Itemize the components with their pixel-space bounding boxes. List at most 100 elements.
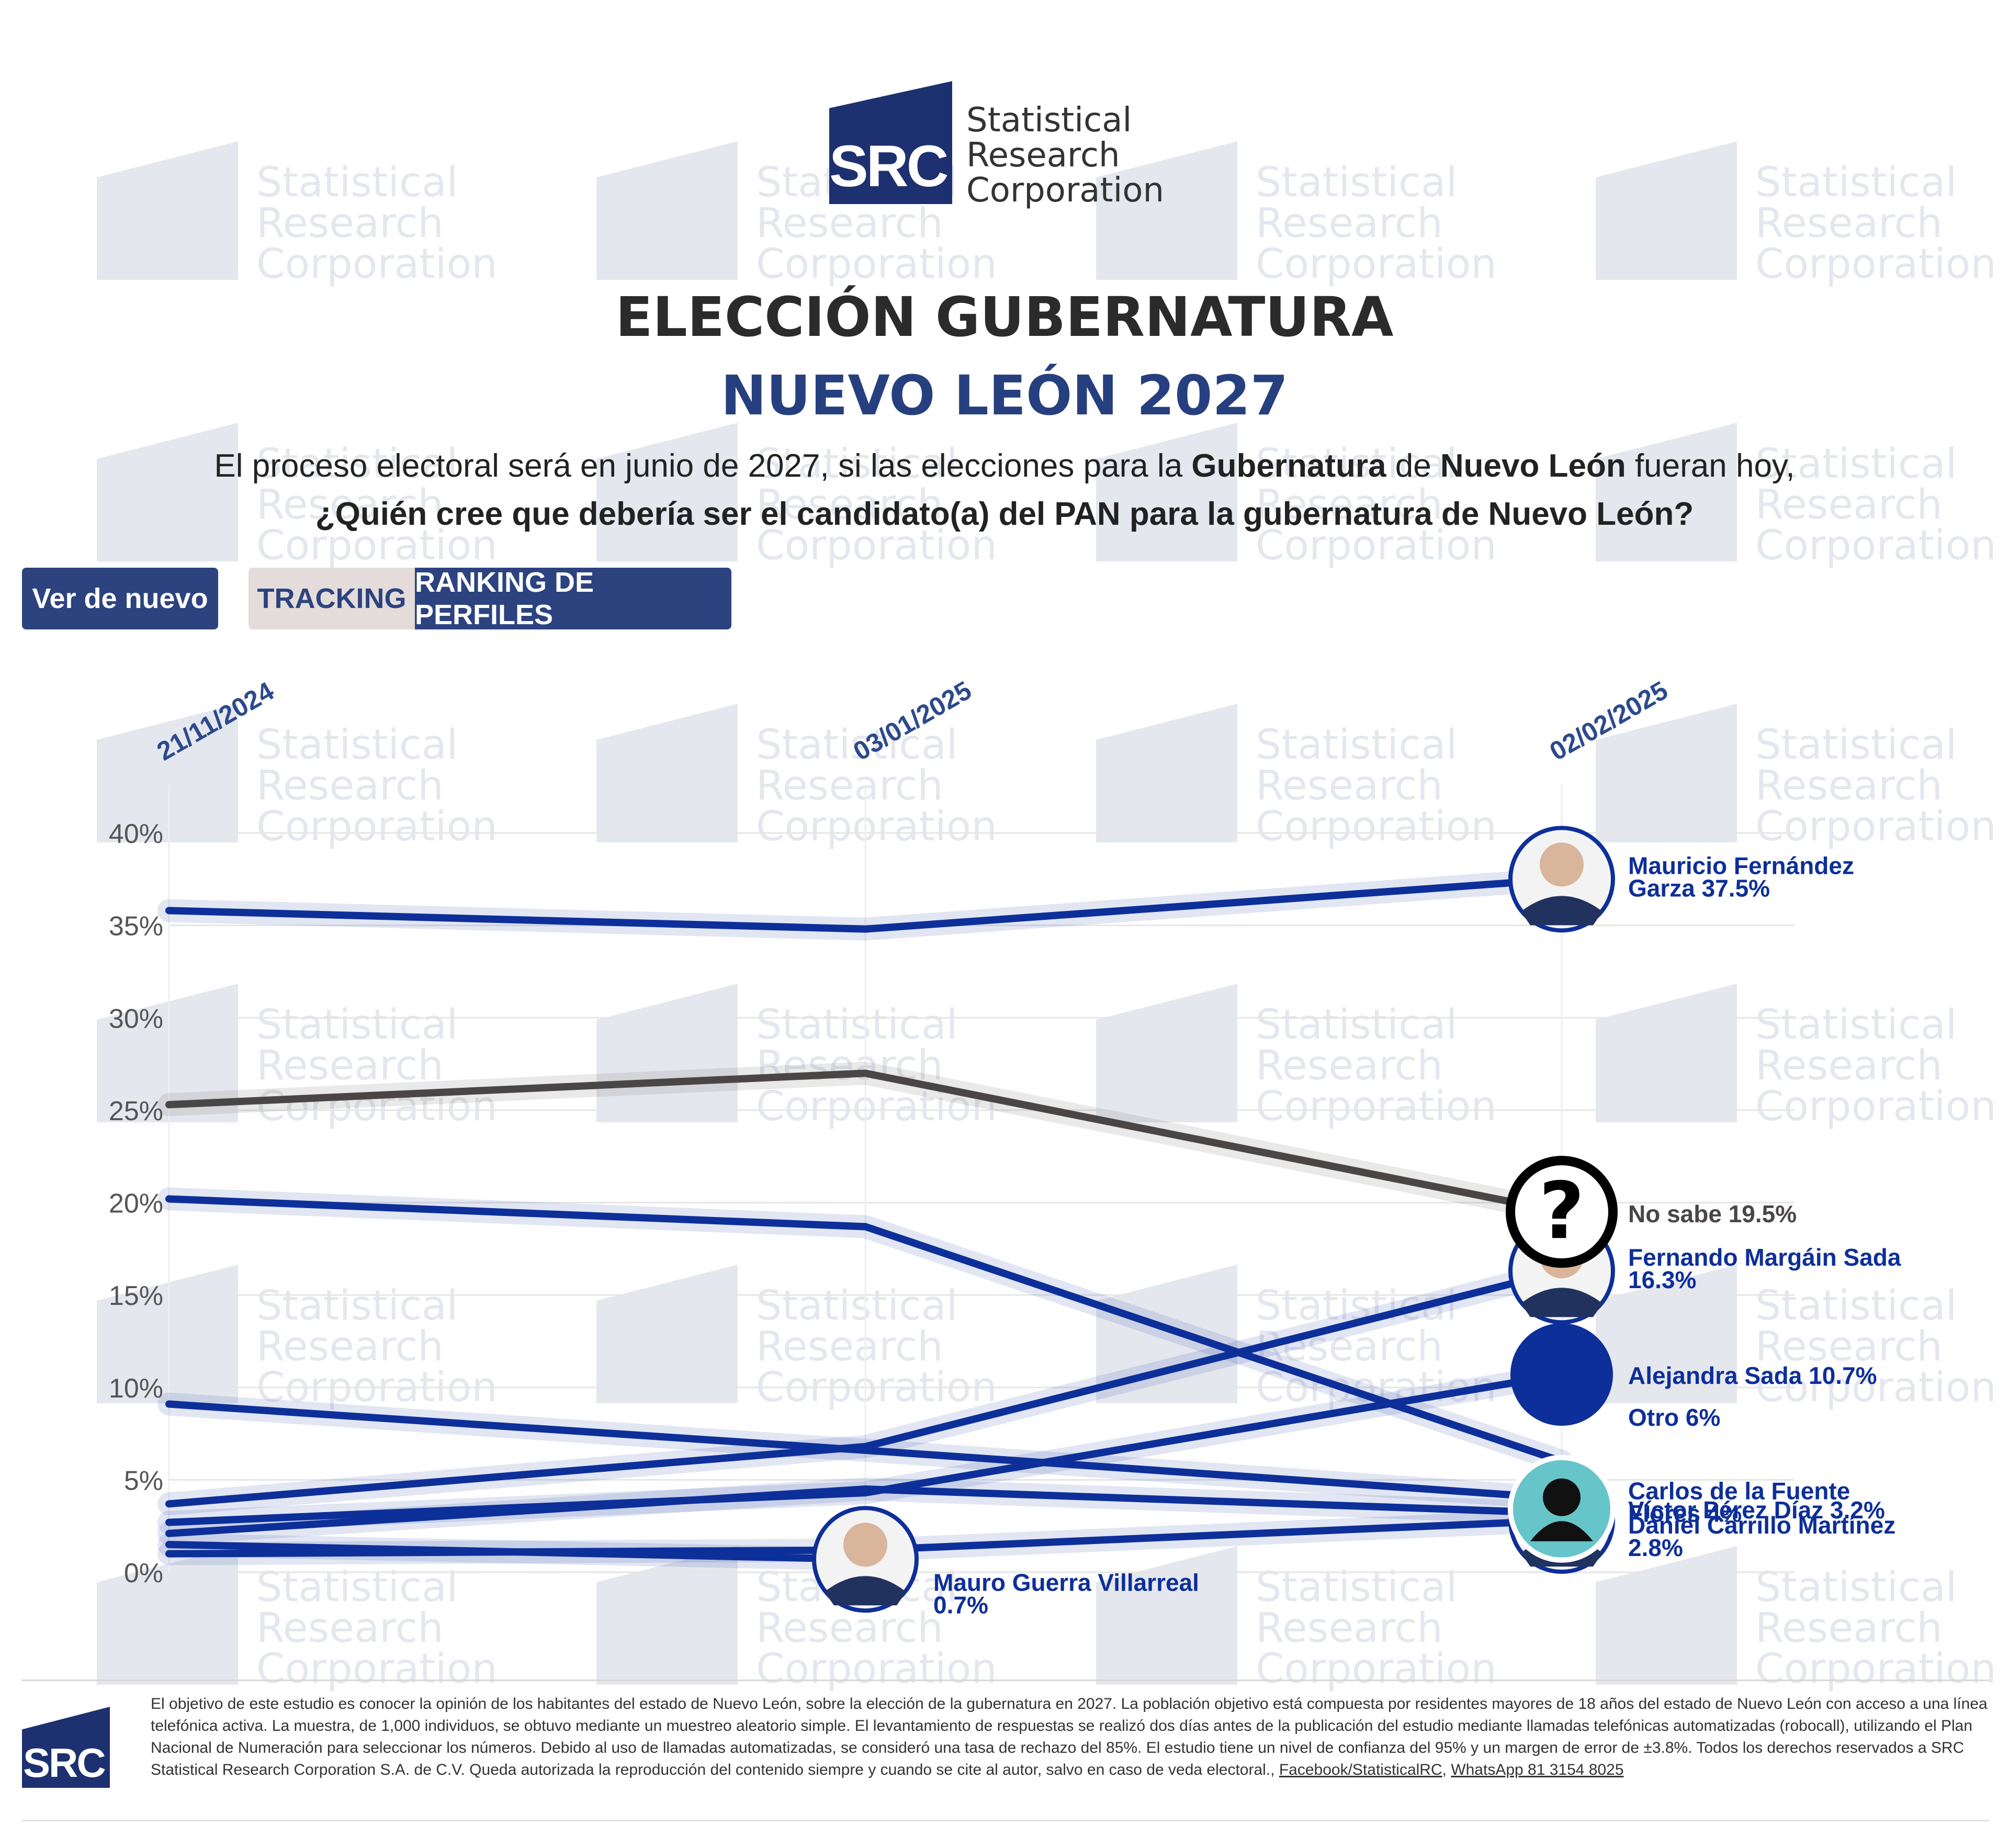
series-end-label: Mauricio Fernández: [1628, 852, 1854, 879]
watermark-line-1: Statistical: [1256, 159, 1458, 206]
link-separator: ,: [1442, 1761, 1451, 1778]
series-line: [165, 1400, 1565, 1502]
question-bold-2: Nuevo León: [1440, 448, 1626, 484]
replay-button[interactable]: Ver de nuevo: [22, 568, 218, 629]
watermark-line-2: Research: [1755, 200, 1943, 247]
y-tick-label: 0%: [124, 1558, 163, 1588]
y-tick-label: 10%: [109, 1373, 163, 1404]
series-line: [165, 1267, 1565, 1508]
question-icon-ring: [1506, 1156, 1618, 1268]
series-end-label: Alejandra Sada 10.7%: [1628, 1362, 1877, 1389]
x-tick-label: 21/11/2024: [152, 676, 279, 766]
logo-line-3: Corporation: [966, 171, 1165, 210]
brand-logo: SRC Statistical Research Corporation: [829, 81, 1195, 212]
series-end-label: Carlos de la Fuente: [1628, 1478, 1850, 1505]
line-chart: 0% 5% 10% 15% 20% 25% 30% 35% 40% 21/11/2024 03/01…: [109, 675, 1901, 1618]
avatar-mauricio-fern-ndez-garzaicon: [1508, 826, 1615, 933]
question-icon-glyph: ?: [1539, 1166, 1584, 1257]
logo-line-2: Research: [966, 136, 1120, 175]
footer-logo: SRC: [22, 1707, 110, 1788]
question-text-2: de: [1386, 448, 1440, 484]
survey-question: El proceso electoral será en junio de 20…: [0, 442, 2009, 538]
series-end-label: Otro 6%: [1628, 1404, 1720, 1431]
y-tick-label: 25%: [109, 1096, 163, 1126]
watermark-line-3: Corporation: [756, 241, 997, 288]
series-line: [165, 1069, 1565, 1216]
watermark-mark: [97, 141, 238, 280]
series-end-label: No sabe 19.5%: [1628, 1200, 1797, 1227]
y-tick-label: 15%: [109, 1281, 163, 1311]
series-end-label-value: Flores 4%: [1628, 1500, 1742, 1527]
avatar-no-sabeicon: ?: [1506, 1156, 1618, 1268]
avatar-alejandra-sadaicon: [1510, 1323, 1613, 1426]
person-icon-head: [1543, 1478, 1581, 1516]
footer-logo-abbr: SRC: [23, 1740, 106, 1786]
watermark-line-3: Corporation: [1256, 241, 1497, 288]
methodology-text: El objetivo de este estudio es conocer l…: [151, 1695, 1988, 1778]
footer-bottom-rule: [22, 1820, 1989, 1821]
question-bold-line-2: ¿Quién cree que debería ser el candidato…: [315, 496, 1694, 532]
portrait-suit: [1521, 896, 1602, 926]
series-end-label: Daniel Carrillo Martínez: [1628, 1512, 1895, 1539]
question-text-3: fueran hoy,: [1626, 448, 1795, 484]
logo-abbr: SRC: [829, 133, 949, 199]
portrait-suit: [1521, 1288, 1602, 1317]
portrait-suit: [825, 1576, 906, 1606]
question-text-1: El proceso electoral será en junio de 20…: [214, 448, 1192, 484]
person-icon-body: [1530, 1521, 1593, 1541]
facebook-link[interactable]: Facebook/StatisticalRC: [1279, 1761, 1442, 1778]
watermark-line-3: Corporation: [1755, 241, 1996, 288]
watermark-line-3: Corporation: [256, 241, 498, 288]
watermark-line-2: Research: [256, 200, 444, 247]
question-line-2: ¿Quién cree que debería ser el candidato…: [0, 490, 2009, 538]
question-bold-1: Gubernatura: [1191, 448, 1386, 484]
footer-divider: [22, 1680, 1989, 1681]
series-end-label-value: 0.7%: [933, 1591, 988, 1618]
y-tick-label: 35%: [109, 911, 163, 942]
logo-wordmark: Statistical Research Corporation: [966, 103, 1164, 208]
portrait-face: [1540, 842, 1584, 887]
portrait-face: [843, 1523, 887, 1567]
page-title: ELECCIÓN GUBERNATURA: [615, 285, 1394, 349]
avatar-carlos-de-la-fuente-floresicon: [1508, 1455, 1616, 1563]
blank-avatar-icon: [1510, 1323, 1613, 1426]
watermark-abbr: SRC: [1597, 200, 1734, 275]
series-line: [165, 1541, 869, 1563]
series-end-label: Víctor Pérez Díaz 3.2%: [1628, 1496, 1885, 1524]
x-tick-label: 02/02/2025: [1545, 675, 1673, 767]
series-end-label: Mauro Guerra Villarreal: [933, 1569, 1199, 1596]
y-tick-label: 20%: [109, 1189, 163, 1219]
methodology-note: El objetivo de este estudio es conocer l…: [151, 1693, 1992, 1781]
series-line: [165, 1195, 1565, 1466]
question-line-1: El proceso electoral será en junio de 20…: [0, 442, 2009, 490]
series-line: [165, 1485, 1565, 1537]
watermark-line-1: Statistical: [256, 159, 458, 206]
y-tick-label: 5%: [124, 1466, 163, 1496]
watermark-line-2: Research: [1256, 200, 1443, 247]
series-line: [165, 875, 1565, 933]
series-line: [165, 1371, 1565, 1526]
watermark-abbr: SRC: [597, 200, 735, 275]
y-tick-label: 40%: [109, 819, 163, 849]
watermark-abbr: SRC: [98, 200, 235, 275]
tab-tracking[interactable]: TRACKING: [249, 568, 415, 629]
series-end-label-value: 16.3%: [1628, 1266, 1696, 1293]
page-subtitle: NUEVO LEÓN 2027: [720, 364, 1289, 427]
tab-ranking-perfiles[interactable]: RANKING DE PERFILES: [415, 567, 731, 630]
avatar-mauro-guerra-villarrealicon: [812, 1506, 919, 1613]
series-end-label-value: Garza 37.5%: [1628, 874, 1770, 902]
series-end-label: Fernando Margáin Sada: [1628, 1244, 1901, 1271]
y-tick-label: 30%: [109, 1004, 163, 1034]
whatsapp-link[interactable]: WhatsApp 81 3154 8025: [1451, 1761, 1624, 1778]
series-end-label-value: 2.8%: [1628, 1534, 1683, 1561]
watermark-mark: [1596, 141, 1737, 280]
watermark-mark: [596, 141, 738, 280]
watermark-line-1: Statistical: [1755, 159, 1957, 206]
x-tick-label: 03/01/2025: [849, 675, 977, 767]
logo-line-1: Statistical: [966, 101, 1132, 140]
